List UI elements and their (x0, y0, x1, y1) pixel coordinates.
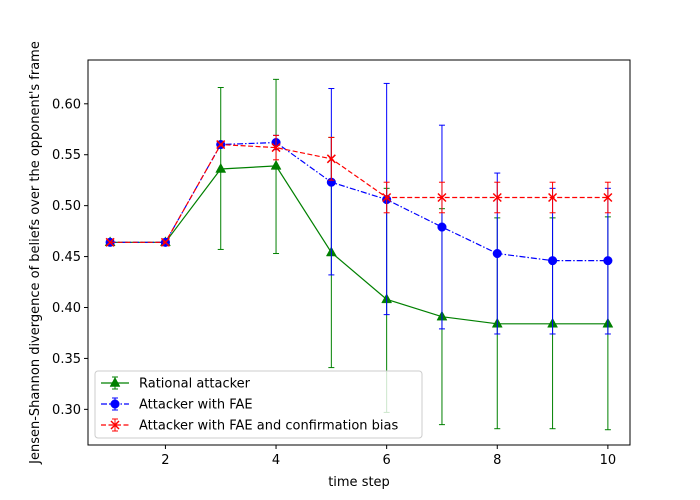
y-tick-label: 0.35 (52, 352, 81, 367)
y-tick-label: 0.45 (52, 250, 81, 265)
data-point (215, 162, 227, 173)
y-tick-label: 0.55 (52, 148, 81, 163)
data-point (603, 256, 613, 266)
data-point (326, 154, 336, 164)
x-tick-label: 2 (161, 453, 169, 468)
legend-label: Rational attacker (139, 377, 251, 392)
data-point (603, 192, 613, 203)
x-axis: 2 4 6 8 10 (161, 445, 616, 468)
legend: Rational attacker Attacker with FAE Attack… (94, 370, 423, 439)
y-tick-label: 0.30 (52, 403, 81, 418)
data-point (492, 248, 502, 259)
y-tick-label: 0.60 (52, 97, 81, 112)
data-point (216, 140, 226, 150)
series-line (110, 165, 608, 325)
x-axis-label: time step (328, 475, 390, 490)
data-point (437, 192, 447, 203)
y-tick-label: 0.50 (52, 199, 81, 214)
legend-marker (110, 420, 120, 430)
legend-label: Attacker with FAE and confirmation bias (139, 419, 398, 434)
data-point (160, 237, 170, 247)
data-point (548, 192, 558, 203)
legend-label: Attacker with FAE (139, 398, 253, 413)
legend-marker (109, 376, 121, 387)
x-tick-label: 6 (383, 453, 391, 468)
data-point (548, 256, 558, 266)
series-2 (105, 134, 613, 247)
legend-entry: Attacker with FAE and confirmation bias (101, 418, 398, 434)
legend-entry: Attacker with FAE (101, 397, 253, 413)
data-point (271, 143, 281, 153)
x-tick-label: 4 (272, 453, 280, 468)
data-point (492, 192, 502, 203)
plot-frame (87, 59, 631, 446)
x-tick-label: 10 (600, 453, 617, 468)
data-point (270, 159, 282, 170)
series-layer (104, 78, 614, 431)
y-tick-label: 0.40 (52, 301, 81, 316)
legend-entry: Rational attacker (101, 376, 251, 392)
legend-marker (110, 399, 120, 409)
data-point (437, 222, 447, 232)
x-tick-label: 8 (493, 453, 501, 468)
legend-box (94, 370, 423, 439)
data-point (382, 192, 392, 203)
y-axis-label: Jensen-Shannon divergence of beliefs ove… (28, 41, 43, 465)
y-axis: 0.30 0.35 0.40 0.45 0.50 0.55 0.60 (52, 97, 88, 418)
data-point (105, 237, 115, 247)
series-line (110, 141, 608, 262)
